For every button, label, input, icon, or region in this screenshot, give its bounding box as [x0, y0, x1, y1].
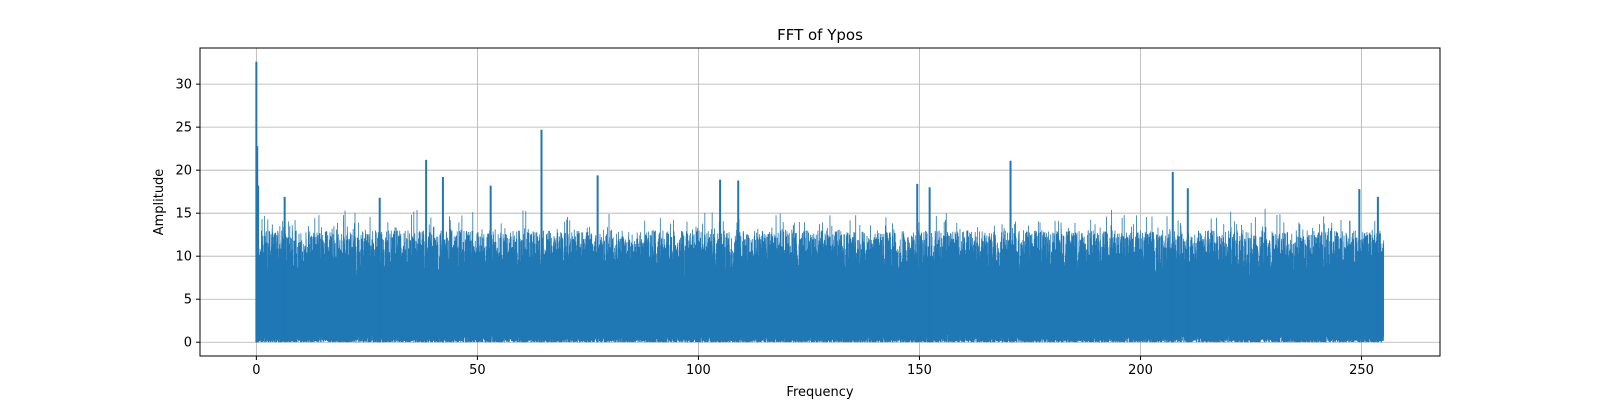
y-tick-label: 5	[184, 293, 192, 308]
y-tick-label: 20	[175, 164, 192, 179]
y-axis-label: Amplitude	[152, 169, 167, 236]
y-axis-ticks: 0 5 10 15 20 25 30	[175, 78, 200, 351]
peaks-layer	[255, 61, 1379, 343]
y-tick-label: 0	[184, 336, 192, 351]
plot-frame	[199, 47, 1441, 357]
y-tick-label: 30	[175, 78, 192, 93]
x-tick-label: 0	[252, 363, 260, 378]
y-tick-label: 10	[175, 250, 192, 265]
series-line	[255, 208, 1385, 343]
x-tick-label: 50	[469, 363, 486, 378]
x-tick-label: 250	[1349, 363, 1374, 378]
x-axis-ticks: 0 50 100 150 200 250	[252, 356, 1374, 378]
y-tick-label: 25	[175, 121, 192, 136]
y-tick-label: 15	[175, 207, 192, 222]
x-tick-label: 200	[1128, 363, 1153, 378]
series-layer	[255, 61, 1385, 343]
x-tick-label: 150	[907, 363, 932, 378]
x-axis-label: Frequency	[786, 385, 853, 400]
chart-title: FFT of Ypos	[777, 26, 863, 44]
x-tick-label: 100	[686, 363, 711, 378]
